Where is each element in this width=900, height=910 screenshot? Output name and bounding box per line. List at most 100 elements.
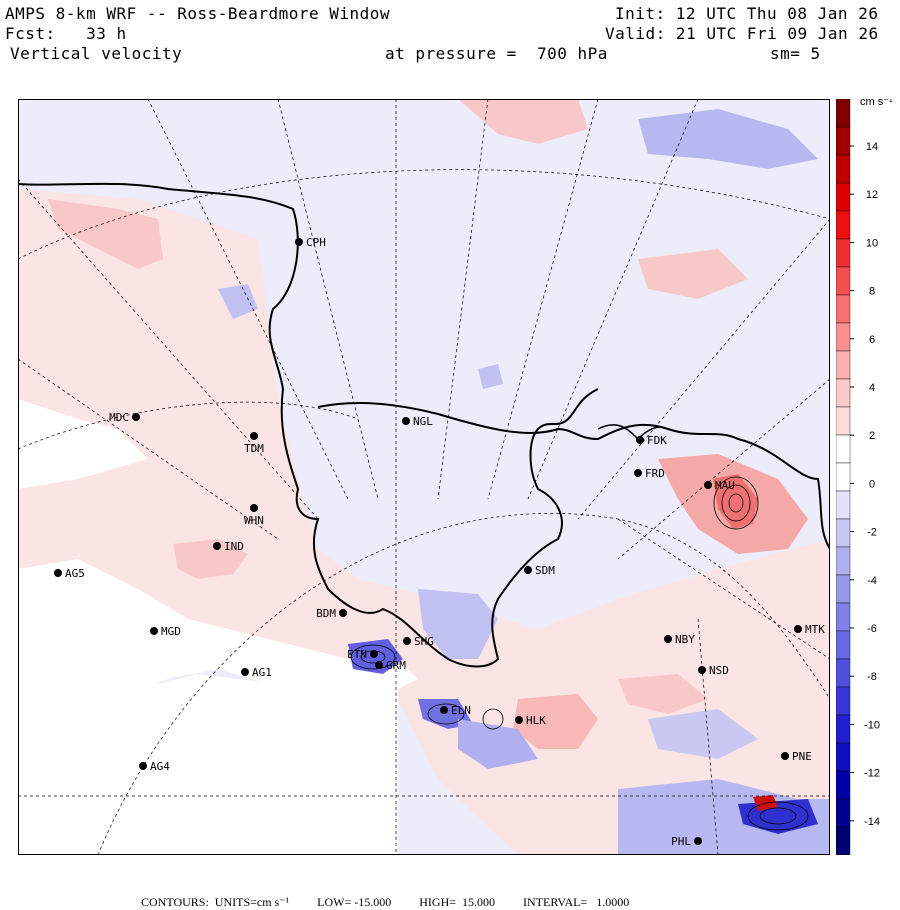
negative-patch [418, 589, 498, 659]
station-marker-eln [440, 706, 448, 714]
station-marker-mdc [132, 413, 140, 421]
station-label-frd: FRD [645, 467, 665, 480]
pressure-level: at pressure = 700 hPa [385, 44, 608, 63]
station-marker-mau [704, 481, 712, 489]
colorbar-label: 2 [869, 430, 875, 442]
station-marker-pne [781, 752, 789, 760]
colorbar-swatch [836, 826, 851, 855]
positive-patch [48, 199, 163, 269]
forecast-hour: Fcst: 33 h [5, 24, 127, 43]
negative-patch [458, 719, 538, 769]
station-label-ag4: AG4 [150, 760, 170, 773]
sea-region [18, 559, 418, 749]
colorbar-swatch [836, 99, 851, 128]
colorbar-swatch [836, 518, 851, 548]
contour-info: CONTOURS: UNITS=cm s⁻¹ LOW= -15.000 HIGH= … [135, 880, 657, 910]
positive-patch [618, 674, 708, 714]
colorbar-swatch [836, 210, 851, 240]
sea-region-lower [18, 674, 398, 855]
colorbar-label: -6 [867, 623, 877, 635]
station-label-fdk: FDK [647, 434, 667, 447]
station-label-mgd: MGD [161, 625, 181, 638]
valid-time: Valid: 21 UTC Fri 09 Jan 26 [605, 24, 879, 43]
station-label-whn: WHN [244, 514, 264, 527]
colorbar-swatch [836, 798, 851, 828]
colorbar-label: -2 [867, 527, 877, 539]
colorbar-swatch [836, 630, 851, 660]
map-title: AMPS 8-km WRF -- Ross-Beardmore Window [5, 4, 391, 23]
contour-low: LOW= -15.000 [317, 895, 392, 909]
station-label-phl: PHL [671, 835, 691, 848]
station-label-etn: ETN [347, 648, 367, 661]
colorbar-swatch [836, 686, 851, 716]
colorbar-label: -10 [864, 719, 880, 731]
station-label-grm: GRM [386, 659, 406, 672]
colorbar-swatch [836, 406, 851, 436]
negative-patch [218, 284, 258, 319]
colorbar-swatch [836, 546, 851, 576]
station-marker-frd [634, 469, 642, 477]
positive-patch [638, 249, 748, 299]
negative-patch [618, 779, 830, 855]
positive-patch [513, 694, 598, 749]
colorbar-swatch [836, 294, 851, 324]
station-marker-etn [370, 650, 378, 658]
colorbar-label: -8 [867, 671, 877, 683]
station-marker-ag5 [54, 569, 62, 577]
station-label-ag1: AG1 [252, 666, 272, 679]
colorbar-label: 8 [869, 286, 875, 298]
smoothing-label: sm= 5 [770, 44, 821, 63]
positive-patch [458, 99, 588, 144]
station-label-hlk: HLK [526, 714, 546, 727]
station-label-tdm: TDM [244, 442, 264, 455]
negative-patch [638, 109, 818, 169]
station-marker-fdk [636, 436, 644, 444]
sea-region-upper [18, 399, 148, 489]
positive-patch [173, 539, 248, 579]
map-frame [18, 99, 830, 855]
graticule [18, 99, 830, 855]
station-marker-cph [295, 238, 303, 246]
colorbar-label: -4 [867, 575, 877, 587]
colorbar-units: cm s⁻¹ [860, 99, 893, 108]
station-label-sdm: SDM [535, 564, 555, 577]
colorbar-label: 12 [866, 189, 878, 201]
station-label-bdm: BDM [316, 607, 336, 620]
station-marker-mtk [794, 625, 802, 633]
colorbar-swatch [836, 126, 851, 156]
colorbar-label: 0 [869, 478, 875, 490]
colorbar-label: 6 [869, 334, 875, 346]
colorbar-swatch [836, 770, 851, 800]
station-label-shg: SHG [414, 635, 434, 648]
contours [350, 476, 809, 831]
station-label-nby: NBY [675, 633, 695, 646]
station-marker-ngl [402, 417, 410, 425]
colorbar-swatch [836, 602, 851, 632]
colorbar-swatch [836, 322, 851, 352]
contour-interval: INTERVAL= 1.0000 [523, 895, 630, 909]
negative-patch [478, 364, 503, 389]
station-marker-grm [375, 661, 383, 669]
colorbar-swatch [836, 154, 851, 184]
negative-patch [648, 709, 758, 759]
station-label-ngl: NGL [413, 415, 433, 428]
colorbar-label: -12 [864, 768, 880, 780]
colorbar-swatch [836, 266, 851, 296]
station-marker-ind [213, 542, 221, 550]
contour-high: HIGH= 15.000 [419, 895, 496, 909]
colorbar-swatch [836, 714, 851, 744]
colorbar-label: 14 [866, 141, 878, 153]
station-marker-hlk [515, 716, 523, 724]
station-marker-ag4 [139, 762, 147, 770]
colorbar-swatch [836, 350, 851, 380]
station-label-ind: IND [224, 540, 244, 553]
station-marker-nby [664, 635, 672, 643]
station-marker-sdm [524, 566, 532, 574]
colorbar-swatch [836, 742, 851, 772]
colorbar-label: 4 [869, 382, 875, 394]
station-marker-whn [250, 504, 258, 512]
colorbar-swatch [836, 658, 851, 688]
colorbar-swatch [836, 462, 851, 492]
station-marker-bdm [339, 609, 347, 617]
